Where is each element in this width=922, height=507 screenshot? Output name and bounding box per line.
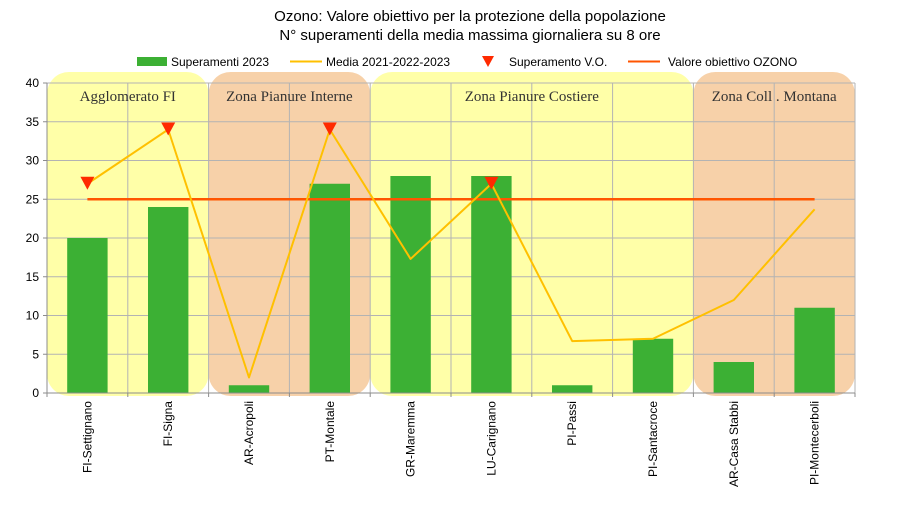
- y-tick-label: 35: [26, 115, 40, 129]
- y-tick-label: 15: [26, 270, 40, 284]
- y-tick-label: 5: [32, 347, 39, 361]
- x-tick-label: GR-Maremma: [404, 401, 418, 477]
- bar: [228, 385, 270, 393]
- y-tick-label: 25: [26, 192, 40, 206]
- y-tick-label: 40: [26, 76, 40, 90]
- bar: [794, 307, 835, 393]
- chart-title: Ozono: Valore obiettivo per la protezion…: [274, 8, 666, 25]
- y-tick-label: 20: [26, 231, 40, 245]
- x-tick-label: PI-Passi: [565, 401, 579, 446]
- zone-label: Zona Pianure Interne: [226, 89, 353, 105]
- x-tick-label: FI-Settignano: [80, 401, 94, 473]
- x-tick-label: AR-Casa Stabbi: [727, 401, 741, 487]
- x-tick-label: PT-Montale: [323, 401, 337, 463]
- legend-swatch-marker: [482, 56, 494, 67]
- y-tick-label: 30: [26, 154, 40, 168]
- y-tick-labels: 0 5 10 15 20 25 30 35 40: [26, 76, 40, 400]
- x-tick-label: AR-Acropoli: [242, 401, 256, 465]
- mean-line: [86, 128, 816, 379]
- bar: [632, 338, 674, 393]
- x-tick-label: FI-Signa: [161, 401, 175, 447]
- x-tick-label: PI-Montecerboli: [808, 401, 822, 485]
- bar-series: [67, 176, 835, 393]
- legend-swatch-bars: [137, 57, 167, 66]
- axes: [43, 82, 856, 397]
- exceedance-marker: [322, 122, 337, 136]
- bar: [471, 176, 512, 393]
- y-tick-label: 10: [26, 309, 40, 323]
- bar: [552, 385, 593, 393]
- legend-label-bars: Superamenti 2023: [171, 55, 269, 69]
- exceedance-markers: [80, 122, 499, 190]
- x-tick-labels: FI-Settignano FI-Signa AR-Acropoli PT-Monta…: [80, 401, 821, 487]
- y-tick-label: 0: [32, 386, 39, 400]
- legend-label-mean: Media 2021-2022-2023: [326, 55, 450, 69]
- bar: [713, 362, 754, 393]
- zone-labels: Agglomerato FI Zona Pianure Interne Zona P…: [80, 89, 837, 105]
- bar: [148, 207, 189, 393]
- bar: [390, 176, 431, 393]
- mean-line-series: [86, 128, 816, 379]
- legend-label-target: Valore obiettivo OZONO: [668, 55, 797, 69]
- x-tick-label: PI-Santacroce: [646, 401, 660, 477]
- x-tick-label: LU-Carignano: [484, 401, 498, 476]
- zone-label: Agglomerato FI: [80, 89, 176, 105]
- exceedance-marker: [161, 122, 176, 136]
- legend: Superamenti 2023 Media 2021-2022-2023 Su…: [137, 55, 797, 69]
- chart-subtitle: N° superamenti della media massima giorn…: [279, 27, 660, 44]
- zone-label: Zona Pianure Costiere: [465, 89, 599, 105]
- bar: [67, 238, 108, 393]
- legend-label-marker: Superamento V.O.: [509, 55, 607, 69]
- exceedance-marker: [484, 176, 499, 190]
- exceedance-marker: [80, 176, 95, 190]
- bar: [309, 183, 350, 393]
- zone-label: Zona Coll . Montana: [712, 89, 837, 105]
